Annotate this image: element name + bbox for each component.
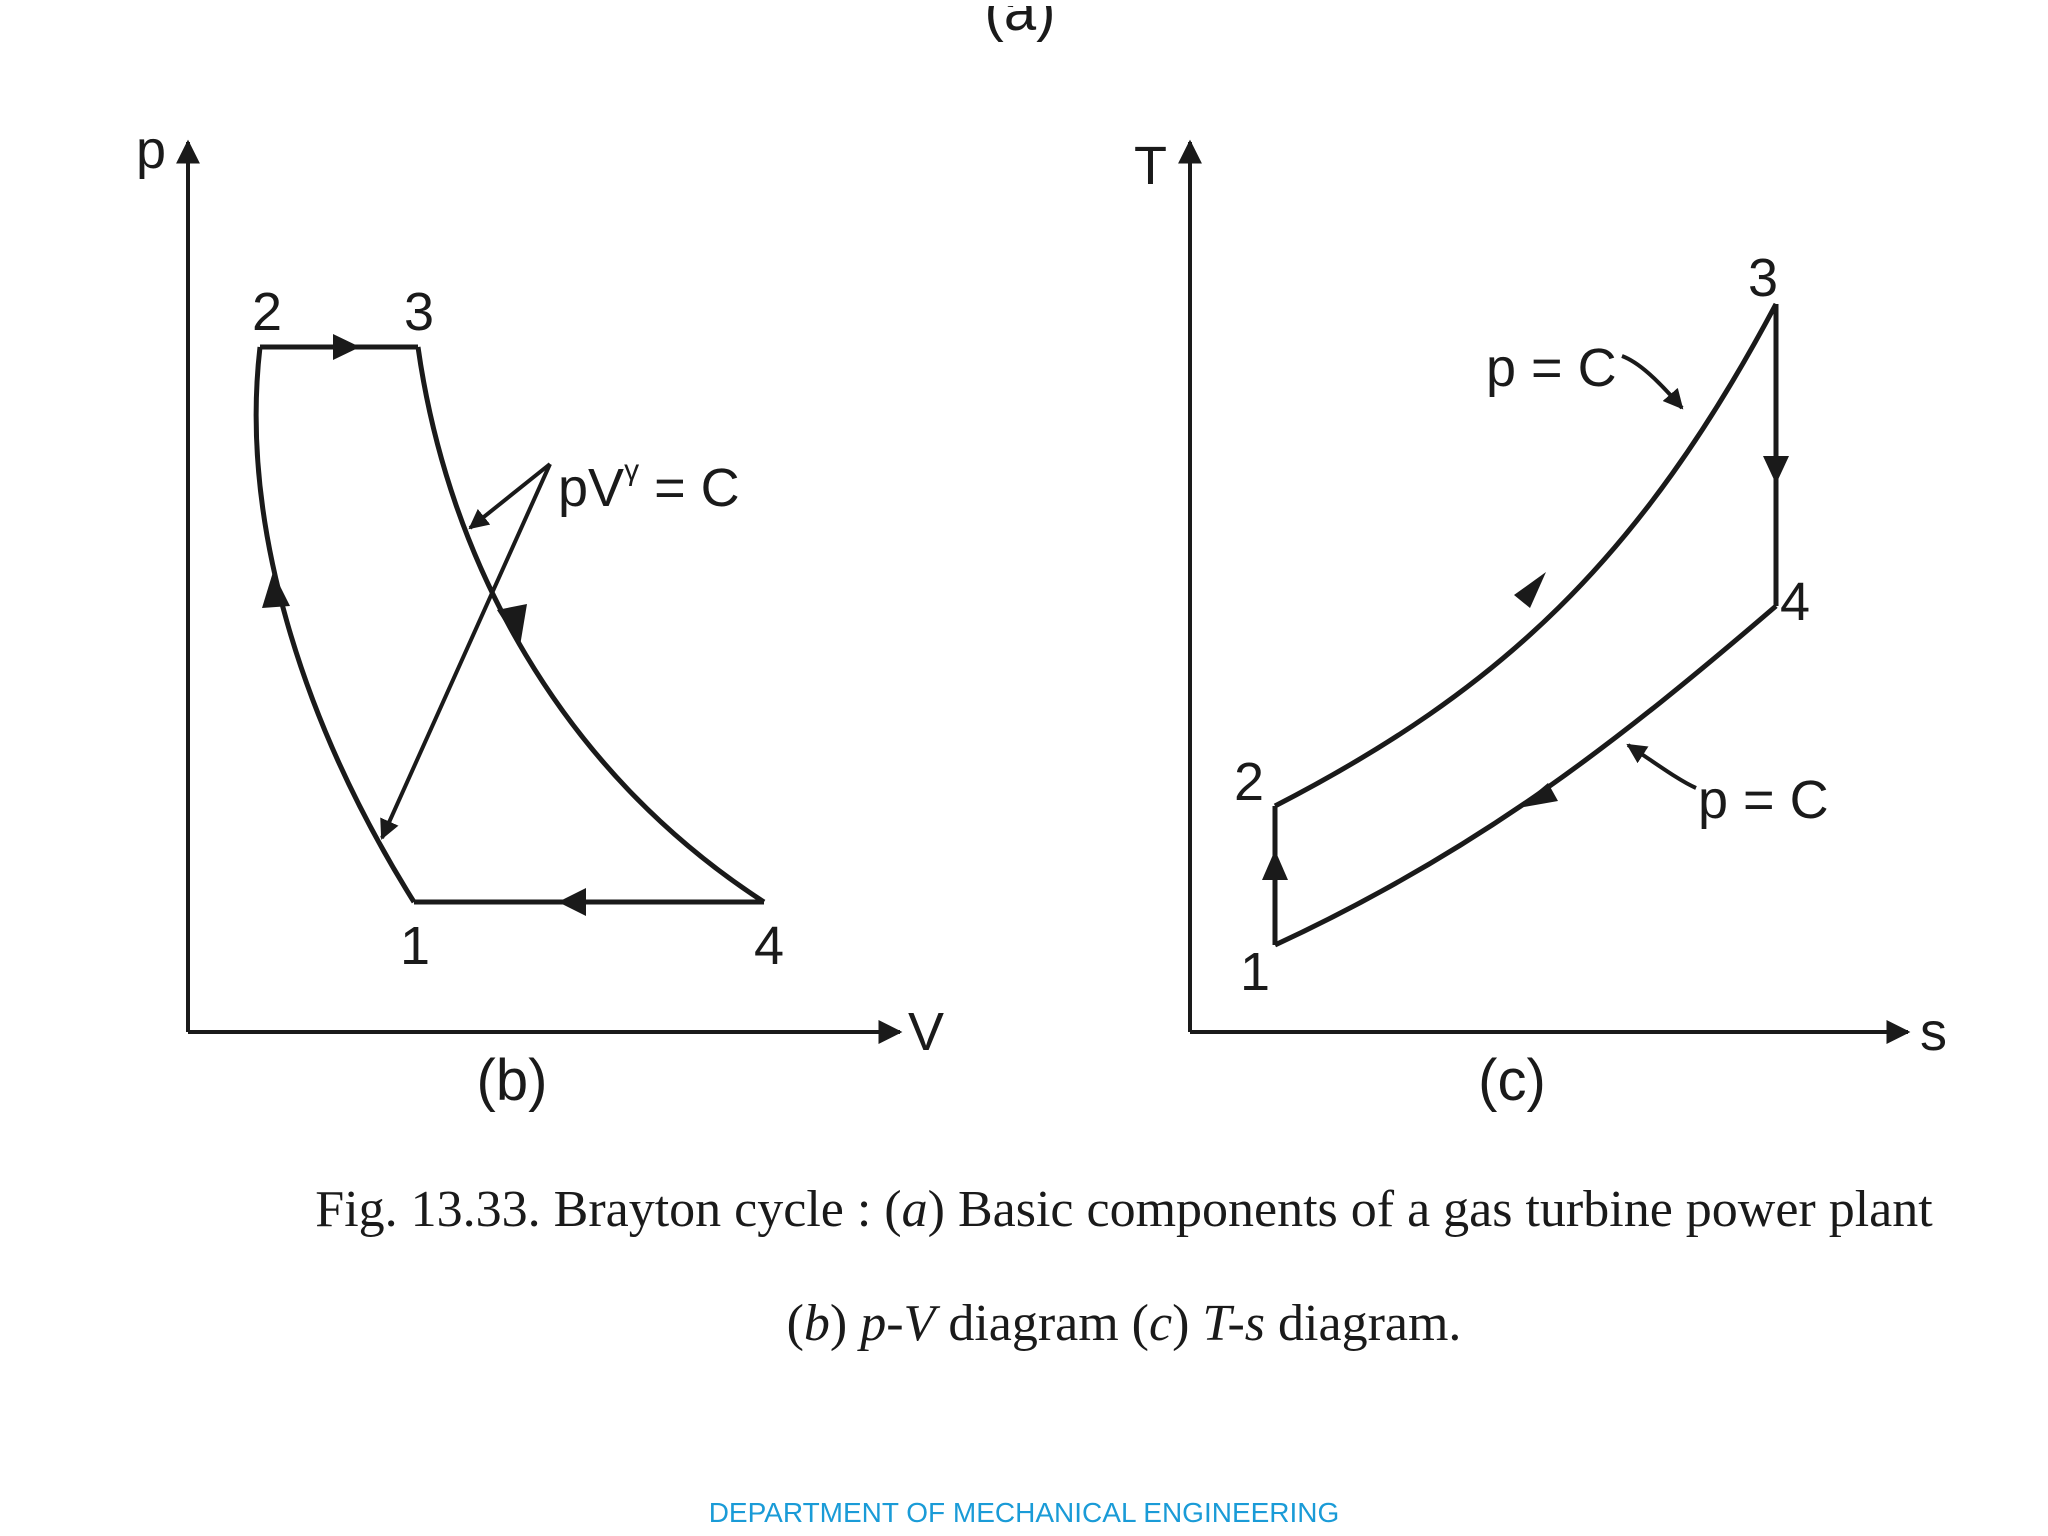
- ts-annotation-pointer-upper: [1621, 354, 1684, 410]
- caption-line-2-part: c: [1149, 1295, 1172, 1352]
- caption-line-2-part: ): [830, 1295, 860, 1352]
- pv-process-3-4: [415, 346, 766, 905]
- pv-sublabel: (b): [477, 1048, 548, 1113]
- pv-point-2: 2: [252, 282, 282, 342]
- ts-point-3: 3: [1748, 248, 1778, 308]
- caption-line-2-part: diagram (: [935, 1295, 1149, 1352]
- pv-annotation-pointer-upper: [468, 462, 552, 530]
- caption-line-1-italic: a: [902, 1181, 928, 1238]
- caption-line-2-part: (: [787, 1295, 804, 1352]
- ts-point-4: 4: [1780, 572, 1810, 632]
- ts-axis-label-t: T: [1134, 136, 1167, 196]
- pv-point-3: 3: [404, 282, 434, 342]
- pv-arrow-3-4: [497, 604, 527, 646]
- caption-line-2: (b) p-V diagram (c) T-s diagram.: [787, 1295, 1462, 1352]
- pv-process-1-2: [253, 346, 417, 904]
- ts-arrow-1-2: [1262, 850, 1288, 880]
- ts-arrow-4-1: [1518, 783, 1558, 808]
- pv-point-4: 4: [754, 916, 784, 976]
- ts-point-1: 1: [1240, 942, 1270, 1002]
- ts-arrow-3-4: [1763, 456, 1789, 484]
- pv-annotation-pointer-lower: [380, 463, 552, 840]
- ts-point-2: 2: [1234, 752, 1264, 812]
- caption-line-2-part: b: [804, 1295, 830, 1352]
- ts-process-2-3: [1273, 302, 1779, 809]
- pv-arrow-2-3: [333, 334, 360, 360]
- pv-annotation-base: pV: [558, 458, 624, 518]
- pv-axis-label-v: V: [908, 1002, 944, 1062]
- caption-line-1-prefix: Fig. 13.33. Brayton cycle : (: [315, 1181, 901, 1238]
- caption-line-2-part: p-V: [856, 1295, 940, 1352]
- ts-axis-label-s: s: [1920, 1002, 1947, 1062]
- ts-arrow-2-3: [1514, 572, 1546, 608]
- ts-diagram: T s p = C p = C 3 4 2 1 (c): [1134, 136, 1947, 1113]
- ts-annotation-upper: p = C: [1486, 338, 1617, 398]
- ts-sublabel: (c): [1478, 1048, 1546, 1113]
- top-fragment-label: (a): [985, 0, 1056, 43]
- footer-department-name: DEPARTMENT OF MECHANICAL ENGINEERING: [708, 1497, 1340, 1528]
- pv-diagram: p V pVγ = C 2 3 1 4 (b): [136, 120, 944, 1113]
- caption-line-1: Fig. 13.33. Brayton cycle : (a) Basic co…: [315, 1181, 1933, 1238]
- caption-line-1-suffix: ) Basic components of a gas turbine powe…: [928, 1181, 1934, 1238]
- pv-arrow-4-1: [558, 888, 586, 916]
- caption-line-2-part: diagram.: [1265, 1295, 1461, 1352]
- pv-annotation-rest: = C: [639, 458, 740, 518]
- caption-line-2-part: ): [1172, 1295, 1202, 1352]
- pv-axis-label-p: p: [136, 120, 166, 180]
- ts-annotation-pointer-lower: [1626, 743, 1697, 790]
- pv-annotation-exponent: γ: [624, 454, 639, 487]
- caption-line-2-part: T-s: [1202, 1295, 1265, 1352]
- pv-annotation: pVγ = C: [558, 454, 740, 518]
- pv-point-1: 1: [400, 916, 430, 976]
- ts-annotation-lower: p = C: [1698, 770, 1829, 830]
- pv-arrow-1-2: [262, 572, 290, 608]
